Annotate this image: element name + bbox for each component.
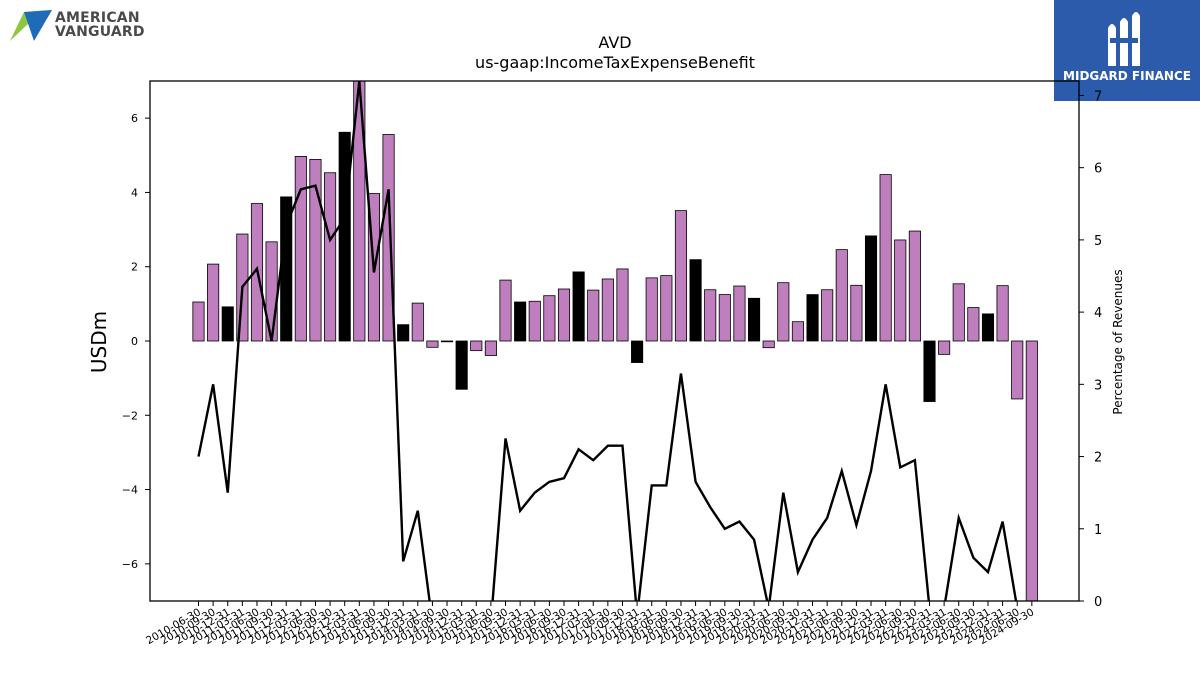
bar-2014-06-30: [426, 340, 439, 348]
bar-2017-06-30: [601, 278, 614, 342]
bar-2020-06-30: [777, 282, 790, 342]
bar-2012-06-30: [309, 158, 322, 342]
chart-title: AVD: [598, 33, 631, 52]
bar-2014-09-30: [440, 340, 454, 343]
bar-2024-03-31: [996, 285, 1009, 342]
y-tick-label: −4: [122, 484, 138, 497]
bar-2021-09-30: [850, 284, 863, 342]
bar-2022-09-30: [908, 230, 921, 342]
y2-tick-label: 7: [1094, 89, 1102, 104]
bar-2013-09-30: [382, 134, 395, 342]
bar-2018-03-31: [645, 277, 658, 342]
y-tick-label: 0: [131, 335, 138, 348]
y-tick-label: 2: [131, 261, 138, 274]
y-tick-label: 4: [131, 186, 138, 199]
midgard-finance-logo: MIDGARD FINANCE: [1054, 0, 1200, 101]
bar-2018-09-30: [674, 210, 688, 342]
bar-2016-03-31: [528, 300, 541, 342]
bar-2024-06-30: [1011, 340, 1024, 400]
y2-tick-label: 5: [1094, 234, 1102, 249]
y-tick-label: −6: [122, 558, 138, 571]
bar-2015-09-30: [499, 279, 512, 342]
bar-2016-12-31: [572, 271, 585, 342]
bar-2014-12-31: [455, 340, 468, 390]
logo-text-line1: AMERICAN: [55, 10, 140, 26]
bar-2023-12-31: [981, 313, 995, 342]
american-vanguard-logo: AMERICAN VANGUARD: [8, 8, 168, 44]
bar-2019-06-30: [718, 294, 731, 342]
y-tick-label: −2: [122, 409, 138, 422]
bar-2010-12-31: [221, 306, 234, 342]
revenue-percentage-line: [197, 81, 1018, 601]
bar-2021-03-31: [821, 289, 834, 342]
bar-2017-09-30: [616, 268, 629, 342]
bar-2023-03-31: [938, 340, 951, 355]
y-tick-label: 6: [131, 112, 138, 125]
y2-tick-label: 1: [1094, 523, 1102, 538]
bar-2014-03-31: [411, 302, 424, 342]
bar-2019-09-30: [733, 285, 746, 342]
y2-axis-label: Percentage of Revenues: [1111, 269, 1125, 414]
bar-2012-03-31: [294, 155, 307, 342]
bar-2022-06-30: [894, 239, 907, 342]
bar-2015-12-31: [514, 301, 527, 342]
y2-tick-label: 0: [1094, 595, 1102, 610]
bar-2020-09-30: [791, 321, 804, 342]
bar-2018-06-30: [660, 275, 673, 342]
bar-2015-03-31: [470, 340, 483, 352]
bar-2015-06-30: [484, 340, 497, 356]
bar-2010-06-30: [192, 301, 205, 342]
bar-2016-09-30: [557, 288, 571, 342]
bar-2021-12-31: [864, 235, 878, 342]
bar-2024-09-30: [1025, 340, 1038, 602]
midgard-logo-icon: [1108, 12, 1140, 66]
bar-2018-12-31: [689, 259, 702, 342]
bar-2019-03-31: [704, 289, 717, 342]
bar-2019-12-31: [748, 297, 761, 342]
bar-2012-12-31: [338, 131, 351, 342]
y2-tick-label: 2: [1094, 451, 1102, 466]
bar-2013-12-31: [397, 324, 410, 342]
y2-tick-label: 3: [1094, 378, 1102, 393]
bar-2010-09-30: [207, 263, 220, 342]
y-axis-label: USDm: [87, 311, 111, 373]
bar-2017-03-31: [587, 289, 600, 342]
y2-tick-label: 6: [1094, 162, 1102, 177]
bar-2023-09-30: [967, 307, 980, 342]
bar-2012-09-30: [324, 172, 337, 342]
bar-2017-12-31: [631, 340, 644, 363]
plot-area: −6−4−20246012345672010-06-302010-09-3020…: [122, 80, 1102, 647]
bar-2022-12-31: [923, 340, 936, 402]
bar-2023-06-30: [952, 283, 965, 342]
chart-subtitle: us-gaap:IncomeTaxExpenseBenefit: [475, 53, 755, 72]
bar-2020-03-31: [762, 340, 775, 349]
bar-2016-06-30: [543, 295, 556, 342]
publisher-logo-text: MIDGARD FINANCE: [1063, 69, 1191, 83]
bar-2021-06-30: [835, 249, 848, 342]
bar-2022-03-31: [879, 174, 892, 342]
logo-text-line2: VANGUARD: [55, 24, 145, 40]
american-vanguard-logo-icon: [10, 10, 52, 41]
bar-2020-12-31: [806, 294, 819, 342]
y2-tick-label: 4: [1094, 306, 1102, 321]
